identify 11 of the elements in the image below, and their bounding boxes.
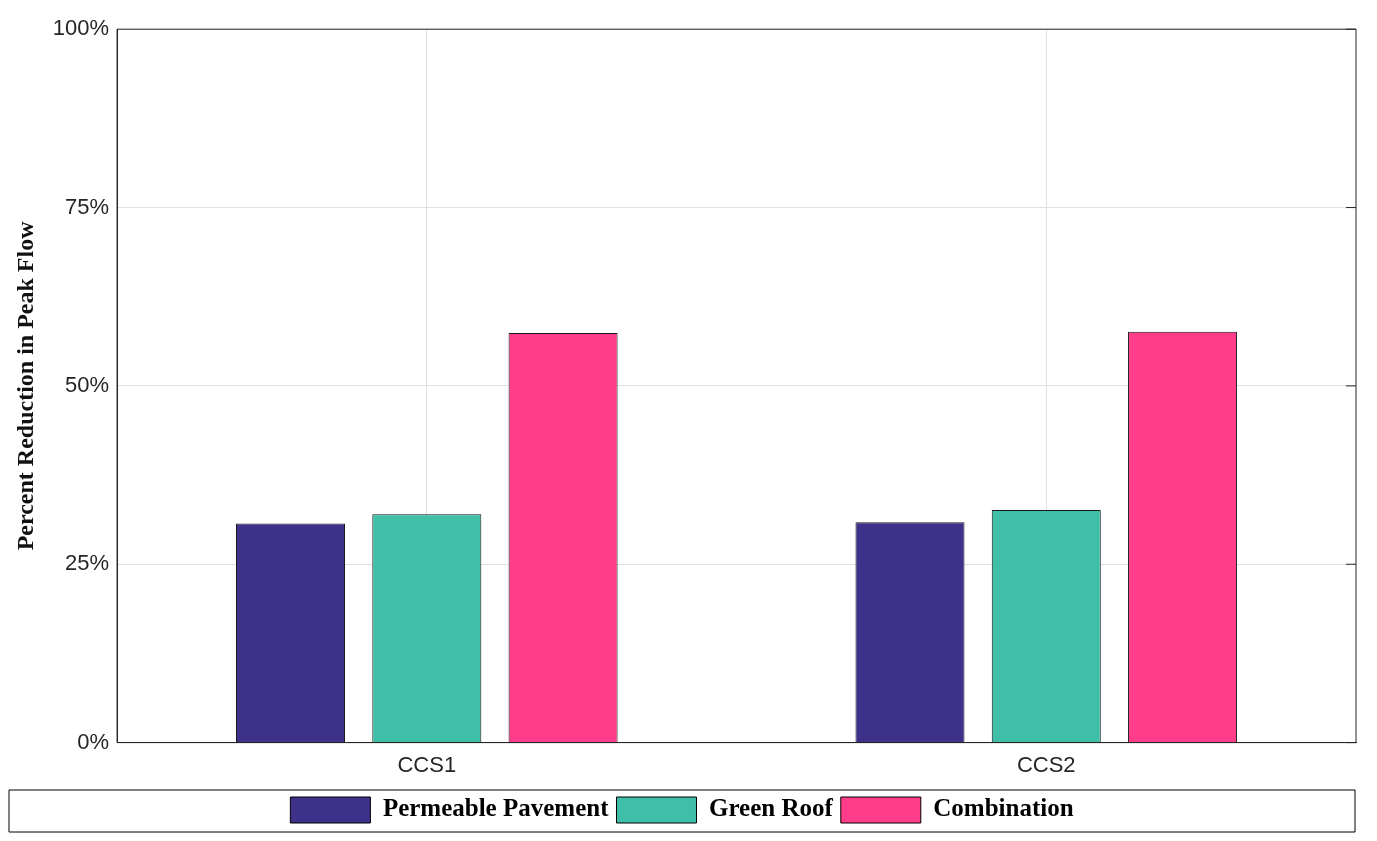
y-tick-label: 0% xyxy=(77,728,110,754)
legend-label: Green Roof xyxy=(708,794,834,822)
y-axis-title: Percent Reduction in Peak Flow xyxy=(11,220,38,551)
y-tick-label: 75% xyxy=(65,193,110,219)
x-tick-label: CCS2 xyxy=(1016,751,1076,777)
legend-label: Permeable Pavement xyxy=(382,794,610,822)
y-tick-label: 50% xyxy=(65,371,110,397)
legend-label: Combination xyxy=(933,794,1074,822)
x-tick-label: CCS1 xyxy=(397,751,457,777)
y-tick-label: 100% xyxy=(52,15,110,41)
y-tick-label: 25% xyxy=(65,550,110,576)
